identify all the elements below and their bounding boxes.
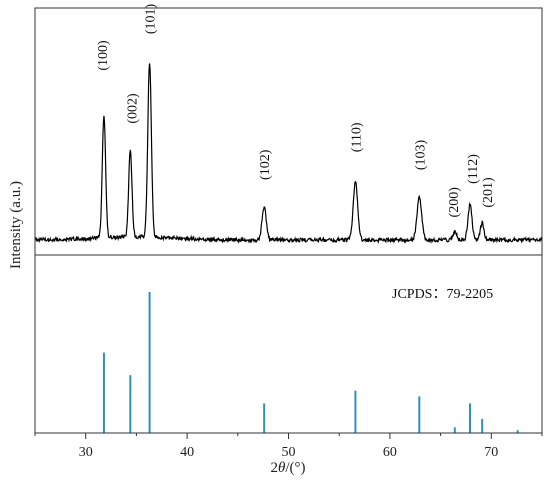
- peak-label-5: (110): [349, 122, 364, 152]
- lower-panel: JCPDS：79-2205: [102, 287, 519, 433]
- x-tick-label-5: 70: [484, 445, 498, 460]
- upper-panel: (100) (002) (101) (102) (110) (103) (200) (112)…: [34, 4, 543, 245]
- peak-label-1: (100): [96, 40, 111, 71]
- x-axis: 30 40 50 60 70: [34, 433, 543, 460]
- peak-label-2: (002): [125, 93, 140, 124]
- x-tick-label-2: 40: [180, 445, 194, 460]
- peak-label-4: (102): [258, 149, 273, 180]
- x-tick-label-3: 50: [282, 445, 296, 460]
- peak-label-9: (201): [481, 177, 496, 208]
- x-axis-label: 2θ/(°): [270, 460, 305, 476]
- peak-labels: (100) (002) (101) (102) (110) (103) (200) (112)…: [96, 4, 496, 218]
- y-axis-label: Intensity (a.u.): [8, 181, 24, 269]
- x-tick-label-4: 60: [383, 445, 397, 460]
- x-tick-label-1: 30: [79, 445, 93, 460]
- reference-card-label: JCPDS：79-2205: [392, 287, 493, 302]
- x-axis-label-unit: /(°): [285, 460, 305, 476]
- reference-lines: [102, 292, 519, 433]
- xrd-pattern-line: [34, 63, 543, 245]
- peak-label-3: (101): [144, 4, 159, 35]
- x-axis-label-two: 2: [270, 460, 278, 476]
- x-axis-label-theta: θ: [278, 460, 286, 476]
- peak-label-7: (200): [447, 187, 462, 218]
- peak-label-6: (103): [413, 140, 428, 171]
- peak-label-8: (112): [466, 154, 481, 184]
